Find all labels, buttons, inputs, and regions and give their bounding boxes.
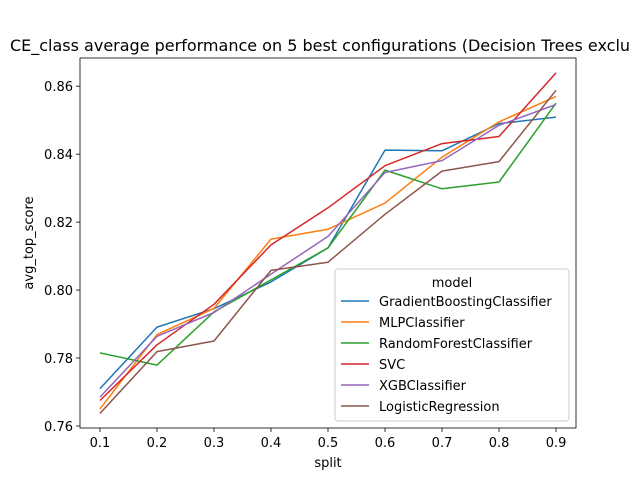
x-tick-label: 0.9: [546, 436, 567, 451]
legend-box: [334, 268, 570, 422]
series-line-logisticregression: [99, 89, 557, 414]
x-tick-label: 0.4: [261, 436, 282, 451]
y-axis: 0.76 0.78 0.80 0.82 0.84 0.86: [44, 80, 80, 435]
x-tick-label: 0.3: [204, 436, 225, 451]
series-line-xgbclassifier: [99, 103, 557, 398]
legend-entry-label: SVC: [379, 358, 405, 373]
y-tick-label: 0.86: [44, 80, 73, 95]
chart-title: CE_class average performance on 5 best c…: [10, 36, 630, 56]
y-tick-label: 0.78: [44, 352, 73, 367]
series-line-mlpclassifier: [99, 95, 557, 410]
y-tick-label: 0.84: [44, 148, 73, 163]
x-tick-label: 0.7: [432, 436, 453, 451]
legend: model GradientBoostingClassifier MLPClass…: [334, 268, 570, 422]
legend-entry-label: MLPClassifier: [379, 316, 465, 331]
x-tick-label: 0.5: [318, 436, 339, 451]
x-axis-label: split: [314, 456, 341, 471]
x-tick-label: 0.2: [147, 436, 168, 451]
legend-entry-label: LogisticRegression: [379, 400, 500, 415]
x-tick-label: 0.1: [90, 436, 111, 451]
x-tick-label: 0.6: [375, 436, 396, 451]
legend-entry-label: XGBClassifier: [379, 379, 467, 394]
legend-entry-label: RandomForestClassifier: [379, 337, 533, 352]
series-layer: [99, 72, 557, 414]
legend-title: model: [432, 276, 472, 291]
y-tick-label: 0.82: [44, 216, 73, 231]
legend-entry-label: GradientBoostingClassifier: [379, 295, 552, 310]
y-tick-label: 0.76: [44, 420, 73, 435]
legend-items: GradientBoostingClassifier MLPClassifier R…: [341, 295, 552, 415]
y-axis-label: avg_top_score: [22, 196, 37, 289]
x-tick-label: 0.8: [489, 436, 510, 451]
x-axis: 0.1 0.2 0.3 0.4 0.5 0.6 0.7 0.8 0.9: [90, 428, 567, 451]
plot-area: [79, 57, 577, 429]
series-line-svc: [99, 72, 557, 402]
y-tick-label: 0.80: [44, 284, 73, 299]
